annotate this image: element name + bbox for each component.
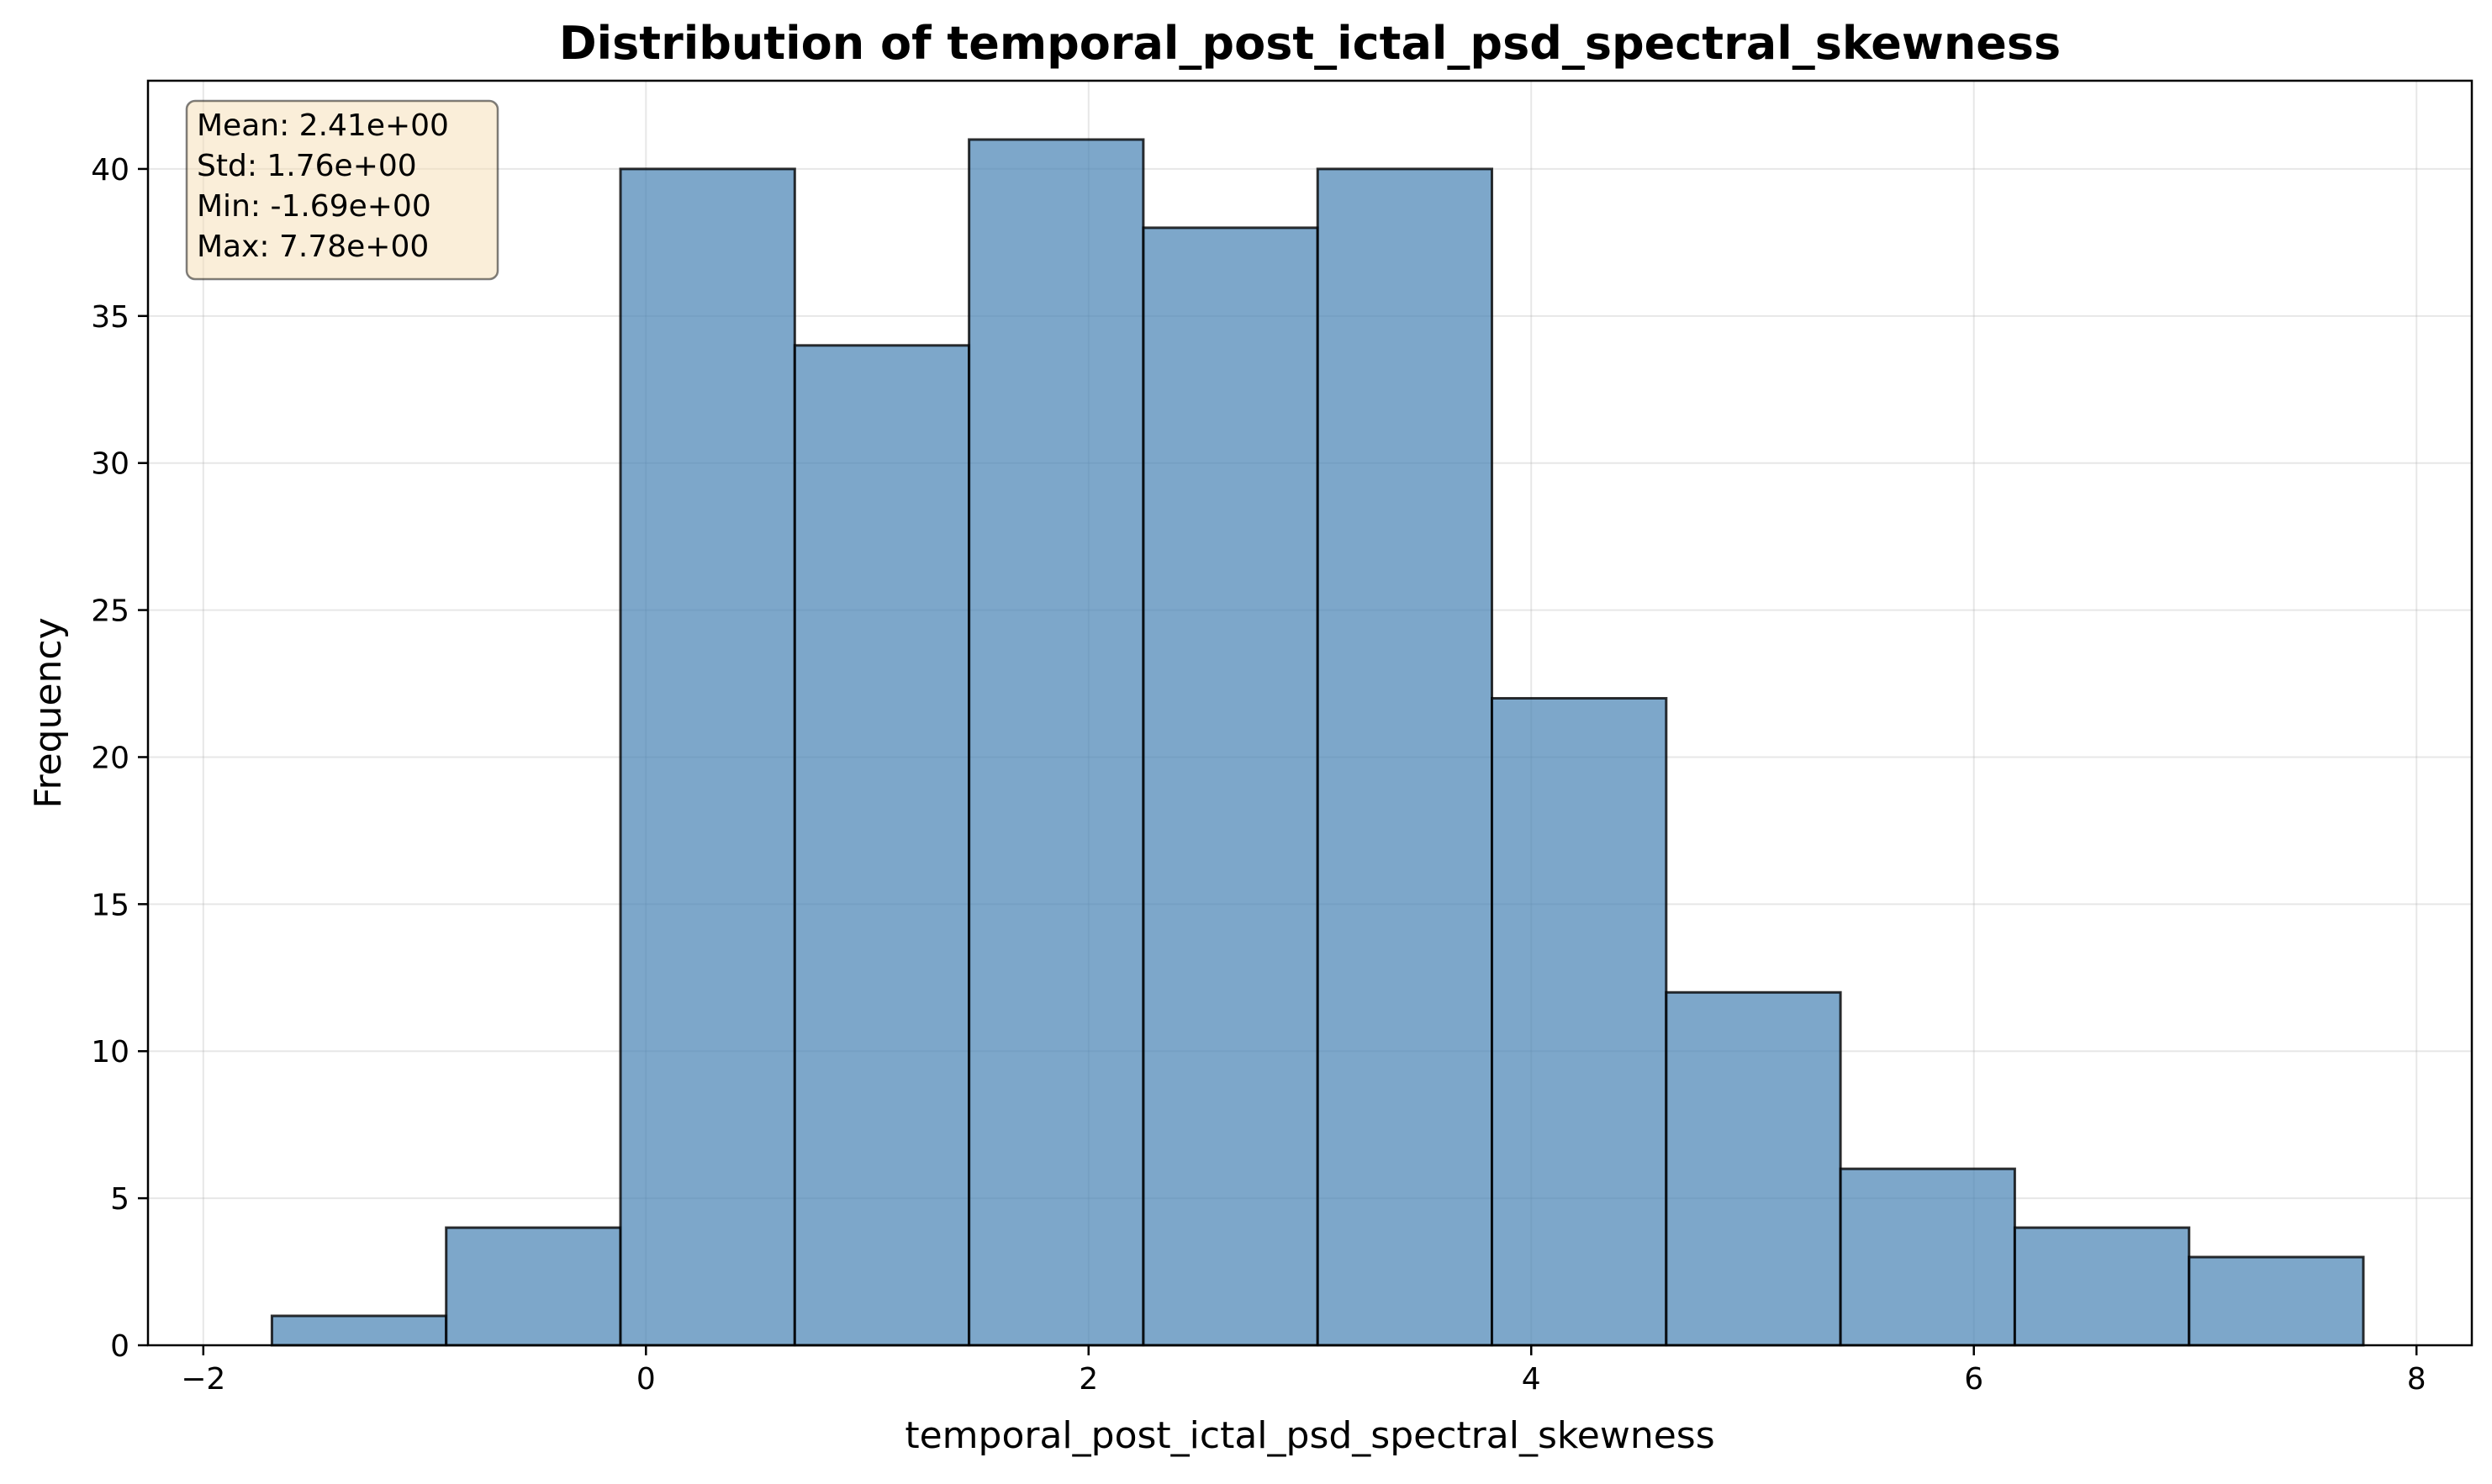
histogram-bar	[2188, 1255, 2365, 1347]
histogram-bar	[1142, 226, 1319, 1347]
y-axis-ticks: 0 5 10 15 20 25 30 35 40	[91, 153, 148, 1364]
stats-min: Min: -1.69e+00	[197, 189, 431, 224]
histogram-bar	[1491, 697, 1668, 1347]
histogram-bars	[270, 138, 2365, 1347]
y-tick-label: 20	[91, 741, 129, 775]
histogram-bar	[793, 344, 971, 1347]
y-tick-label: 40	[91, 153, 129, 187]
x-axis-ticks: −2 0 2 4 6 8	[181, 1345, 2426, 1397]
x-tick-label: 0	[636, 1362, 656, 1397]
y-axis-label: Frequency	[27, 617, 70, 808]
histogram-bar	[1839, 1167, 2016, 1347]
histogram-bar	[270, 1314, 448, 1347]
y-tick-label: 10	[91, 1035, 129, 1069]
x-tick-label: −2	[181, 1362, 225, 1397]
x-tick-label: 6	[1964, 1362, 1983, 1397]
x-tick-label: 2	[1079, 1362, 1098, 1397]
y-tick-label: 25	[91, 594, 129, 629]
histogram-bar	[619, 167, 796, 1347]
stats-max: Max: 7.78e+00	[197, 230, 429, 264]
stats-mean: Mean: 2.41e+00	[197, 108, 449, 143]
y-tick-label: 0	[110, 1329, 129, 1364]
chart-title: Distribution of temporal_post_ictal_psd_…	[559, 17, 2061, 70]
stats-std: Std: 1.76e+00	[197, 149, 417, 183]
x-axis-label: temporal_post_ictal_psd_spectral_skewnes…	[905, 1414, 1714, 1457]
histogram-bar	[1665, 990, 1842, 1347]
x-tick-label: 4	[1522, 1362, 1541, 1397]
y-tick-label: 15	[91, 888, 129, 922]
histogram-bar	[445, 1226, 622, 1347]
histogram-bar	[1316, 167, 1494, 1347]
plot-frame	[146, 79, 2474, 1347]
stats-box: Mean: 2.41e+00 Std: 1.76e+00 Min: -1.69e…	[185, 99, 499, 281]
y-tick-label: 35	[91, 300, 129, 335]
y-tick-label: 30	[91, 447, 129, 482]
y-tick-label: 5	[110, 1182, 129, 1217]
x-tick-label: 8	[2407, 1362, 2426, 1397]
histogram-bar	[968, 138, 1145, 1347]
stats-box-background	[185, 99, 499, 281]
histogram-bar	[2013, 1226, 2191, 1347]
